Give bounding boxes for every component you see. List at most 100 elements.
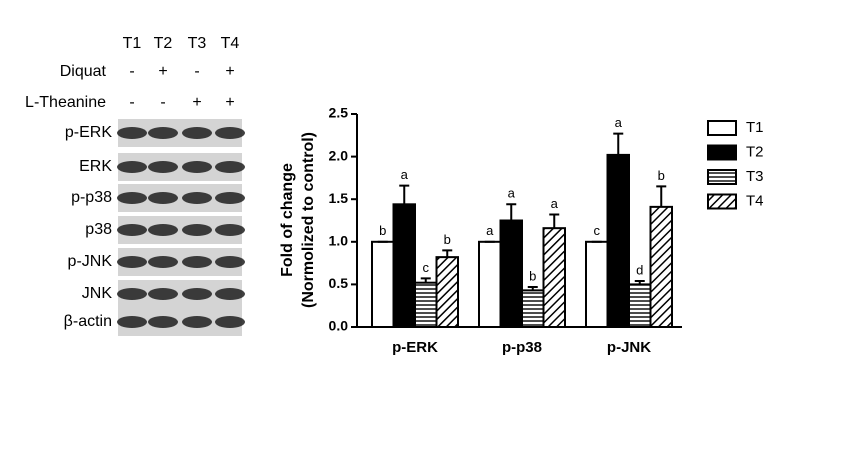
- lane-label: T2: [154, 35, 173, 52]
- significance-letter: d: [636, 262, 643, 277]
- treatment-label: Diquat: [60, 63, 107, 80]
- blot-band: [215, 127, 245, 139]
- significance-letter: c: [594, 223, 601, 238]
- error-bar: [420, 277, 431, 283]
- y-tick-label: 1.0: [329, 233, 349, 249]
- blot-band: [117, 256, 147, 268]
- legend-swatch: [707, 144, 737, 161]
- treatment-sign: -: [129, 94, 134, 111]
- significance-letter: a: [615, 115, 623, 130]
- legend-label: T4: [746, 192, 764, 209]
- blot-band: [148, 316, 178, 328]
- treatment-sign: -: [160, 94, 165, 111]
- bar: [628, 283, 652, 328]
- bar: [606, 153, 630, 328]
- lane-label: T3: [188, 35, 207, 52]
- blot-band: [117, 161, 147, 173]
- error-bar: [527, 285, 538, 291]
- significance-letter: a: [551, 196, 559, 211]
- significance-letter: a: [486, 223, 494, 238]
- legend-swatch: [707, 193, 737, 210]
- blot-band: [148, 192, 178, 204]
- y-axis-label-line: Fold of change: [279, 163, 296, 277]
- bar: [414, 281, 438, 329]
- blot-row-label: p-ERK: [65, 124, 112, 141]
- treatment-sign: -: [194, 63, 199, 80]
- blot-row-label: p-JNK: [68, 253, 113, 270]
- legend-swatch: [707, 120, 737, 136]
- treatment-sign: +: [192, 94, 201, 111]
- blot-band: [182, 192, 212, 204]
- blot-band: [182, 288, 212, 300]
- blot-band: [148, 161, 178, 173]
- bar: [521, 289, 545, 329]
- legend-label: T1: [746, 119, 764, 136]
- blot-band: [215, 256, 245, 268]
- bar: [392, 203, 416, 328]
- treatment-sign: +: [225, 63, 234, 80]
- significance-letter: c: [423, 260, 430, 275]
- y-tick-label: 0.0: [329, 318, 349, 334]
- bar: [585, 240, 609, 328]
- blot-band: [117, 192, 147, 204]
- blot-band: [182, 127, 212, 139]
- blot-row-label: JNK: [82, 285, 113, 302]
- treatment-sign: +: [158, 63, 167, 80]
- legend-swatch: [707, 169, 737, 185]
- blot-band: [182, 224, 212, 236]
- blot-band: [148, 288, 178, 300]
- significance-letter: b: [379, 223, 386, 238]
- error-bar: [506, 203, 517, 221]
- blot-row-label: p38: [85, 221, 112, 238]
- y-axis-label: Fold of change (Normolized to control): [279, 132, 317, 308]
- bar: [478, 240, 502, 328]
- blot-row-label: p-p38: [71, 189, 112, 206]
- blot-band: [148, 256, 178, 268]
- error-bar: [634, 279, 645, 285]
- y-tick-label: 1.5: [329, 190, 349, 206]
- blot-band: [182, 161, 212, 173]
- bar: [371, 240, 395, 328]
- y-tick-label: 0.5: [329, 275, 349, 291]
- error-bar: [399, 184, 410, 205]
- blot-band: [148, 127, 178, 139]
- significance-letter: a: [401, 167, 409, 182]
- blot-band: [215, 288, 245, 300]
- blot-band: [182, 316, 212, 328]
- blot-band: [117, 288, 147, 300]
- error-bar: [442, 249, 453, 258]
- blot-row-label: ERK: [79, 158, 112, 175]
- y-tick-label: 2.0: [329, 147, 349, 163]
- bar: [649, 205, 673, 328]
- blot-band: [215, 161, 245, 173]
- treatment-sign: +: [225, 94, 234, 111]
- y-tick-label: 2.5: [329, 105, 349, 121]
- blot-band: [148, 224, 178, 236]
- bar: [435, 256, 459, 328]
- western-blot: T1 T2 T3 T4 Diquat - + - + L-Theanine - - + + p-ERK ERK…: [25, 35, 245, 336]
- lane-label: T1: [123, 35, 142, 52]
- error-bar: [613, 132, 624, 155]
- significance-letter: b: [658, 168, 665, 183]
- significance-letter: a: [508, 186, 516, 201]
- blot-band: [117, 316, 147, 328]
- treatment-label: L-Theanine: [25, 94, 106, 111]
- error-bar: [549, 213, 560, 229]
- blot-band: [182, 256, 212, 268]
- treatment-sign: -: [129, 63, 134, 80]
- legend-label: T2: [746, 143, 764, 160]
- legend-label: T3: [746, 168, 764, 185]
- blot-band: [117, 224, 147, 236]
- blot-band: [117, 127, 147, 139]
- bar: [542, 227, 566, 328]
- y-axis-label-line: (Normolized to control): [300, 132, 317, 308]
- error-bar: [656, 185, 667, 207]
- blot-row-label: β-actin: [64, 313, 112, 330]
- bar-chart: 0.0 0.5 1.0 1.5 2.0 2.5 Fold of change (Normoli…: [279, 105, 763, 356]
- significance-letter: b: [529, 268, 536, 283]
- x-tick-label: p-p38: [502, 339, 542, 356]
- blot-band: [215, 192, 245, 204]
- lane-label: T4: [221, 35, 240, 52]
- significance-letter: b: [444, 232, 451, 247]
